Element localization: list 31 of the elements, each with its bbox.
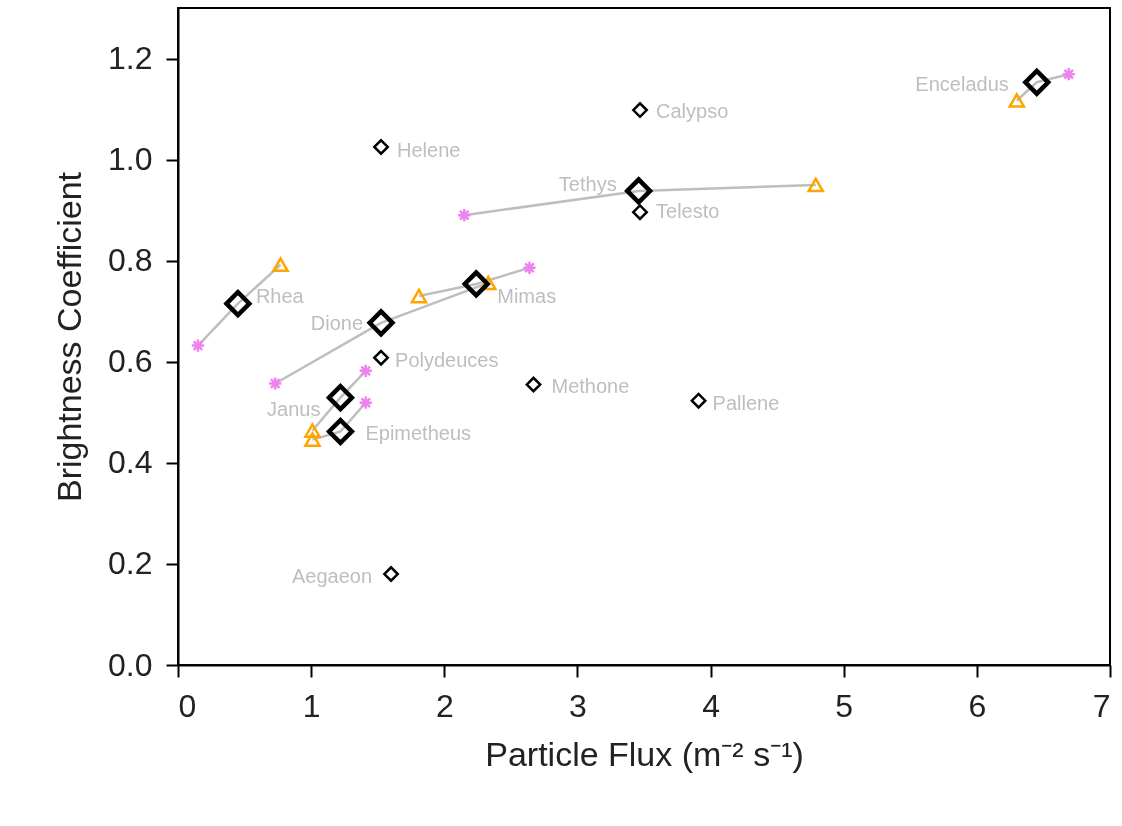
- x-tick-label: 7: [1092, 687, 1111, 724]
- annotation: Pallene: [712, 391, 780, 414]
- annotation: Methone: [551, 374, 630, 397]
- x-tick-label: 5: [835, 687, 854, 724]
- x-axis-title: Particle Flux (m⁻² s⁻¹): [485, 734, 804, 773]
- x-tick-label: 4: [702, 687, 720, 724]
- y-tick-label: 0.2: [108, 545, 153, 582]
- y-tick-label: 0.6: [108, 343, 153, 380]
- annotation: Janus: [267, 397, 321, 420]
- annotation: Rhea: [255, 284, 305, 307]
- annotation: Polydeuces: [395, 348, 499, 371]
- y-tick-label: 0.4: [108, 444, 153, 481]
- x-tick-label: 1: [302, 687, 321, 724]
- annotation: Helene: [397, 138, 461, 161]
- x-tick-label: 2: [435, 687, 454, 724]
- y-axis-title: Brightness Coefficient: [50, 171, 89, 503]
- x-tick-label: 6: [968, 687, 987, 724]
- y-tick-label: 1.0: [108, 141, 153, 178]
- x-tick-label: 3: [569, 687, 587, 724]
- annotation: Telesto: [656, 200, 720, 223]
- annotation: Mimas: [497, 284, 557, 307]
- annotation: Calypso: [656, 100, 729, 123]
- y-tick-label: 1.2: [108, 40, 153, 77]
- annotation: Tethys: [558, 172, 617, 195]
- annotation: Aegaeon: [291, 565, 373, 588]
- y-tick-label: 0.0: [108, 646, 153, 683]
- y-tick-label: 0.8: [108, 242, 153, 279]
- annotation: Dione: [310, 311, 364, 334]
- annotation: Enceladus: [915, 73, 1009, 96]
- annotation: Epimetheus: [365, 421, 472, 444]
- x-tick-label: 0: [178, 687, 197, 724]
